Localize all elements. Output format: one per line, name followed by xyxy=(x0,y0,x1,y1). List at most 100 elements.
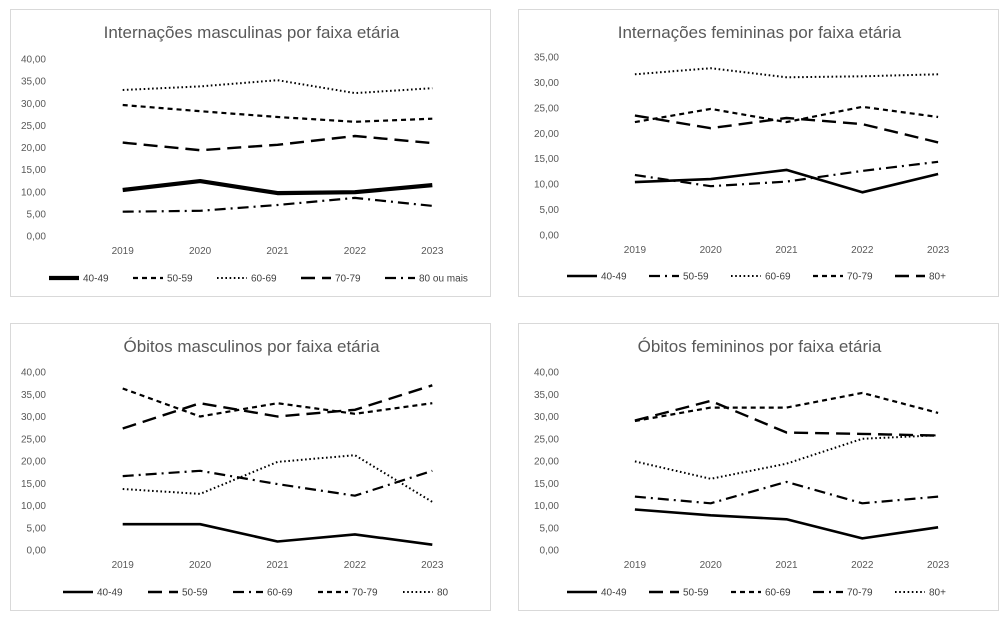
legend-label: 80 xyxy=(437,588,449,599)
y-tick-label: 15,00 xyxy=(21,479,46,490)
series-line xyxy=(122,387,433,418)
y-tick-label: 20,00 xyxy=(21,457,46,468)
y-tick-label: 40,00 xyxy=(534,368,559,379)
y-tick-label: 0,00 xyxy=(27,546,47,557)
x-tick-label: 2020 xyxy=(189,246,212,257)
x-tick-label: 2021 xyxy=(775,245,798,256)
series-line xyxy=(122,79,433,95)
legend-label: 70-79 xyxy=(847,588,873,599)
x-tick-label: 2023 xyxy=(927,245,950,256)
legend-label: 70-79 xyxy=(352,588,378,599)
y-tick-label: 0,00 xyxy=(27,232,47,243)
series-line xyxy=(634,399,939,437)
y-tick-label: 0,00 xyxy=(540,546,560,557)
chart-title: Internações femininas por faixa etária xyxy=(618,23,902,42)
x-tick-label: 2020 xyxy=(189,560,212,571)
x-tick-label: 2023 xyxy=(927,560,950,571)
legend-label: 60-69 xyxy=(251,274,277,285)
y-tick-label: 25,00 xyxy=(534,103,559,114)
y-tick-label: 30,00 xyxy=(534,412,559,423)
y-tick-label: 15,00 xyxy=(534,479,559,490)
x-tick-label: 2022 xyxy=(851,245,874,256)
chart-title: Óbitos femininos por faixa etária xyxy=(638,337,882,356)
series-line xyxy=(122,522,433,546)
chart-svg: Internações femininas por faixa etária 0,… xyxy=(534,23,950,283)
y-tick-label: 15,00 xyxy=(21,165,46,176)
chart-svg: Óbitos femininos por faixa etária 0,00 5,0… xyxy=(534,337,950,599)
y-tick-label: 0,00 xyxy=(540,231,560,242)
y-tick-label: 25,00 xyxy=(534,434,559,445)
x-tick-label: 2021 xyxy=(266,246,289,257)
series-line xyxy=(634,508,939,540)
y-tick-label: 40,00 xyxy=(21,55,46,66)
legend-label: 80 ou mais xyxy=(419,274,468,285)
legend-label: 40-49 xyxy=(601,272,627,283)
y-tick-label: 25,00 xyxy=(21,434,46,445)
x-tick-label: 2021 xyxy=(775,560,798,571)
series-line xyxy=(122,196,433,213)
series-line xyxy=(634,168,939,194)
legend-label: 40-49 xyxy=(601,588,627,599)
series-line xyxy=(122,469,433,497)
series-line xyxy=(634,391,939,423)
x-tick-label: 2019 xyxy=(112,560,135,571)
y-tick-label: 35,00 xyxy=(534,390,559,401)
legend-label: 50-59 xyxy=(683,272,709,283)
series-line xyxy=(634,434,939,480)
x-tick-label: 2020 xyxy=(700,245,723,256)
x-tick-label: 2022 xyxy=(851,560,874,571)
y-tick-label: 35,00 xyxy=(534,53,559,64)
series-line xyxy=(122,179,433,196)
y-tick-label: 10,00 xyxy=(534,180,559,191)
series-line xyxy=(122,454,433,503)
x-tick-label: 2019 xyxy=(112,246,135,257)
x-tick-label: 2021 xyxy=(266,560,289,571)
y-tick-label: 35,00 xyxy=(21,390,46,401)
y-tick-label: 20,00 xyxy=(534,129,559,140)
series-line xyxy=(122,384,433,430)
y-tick-label: 20,00 xyxy=(21,143,46,154)
legend-label: 60-69 xyxy=(765,588,791,599)
legend-label: 50-59 xyxy=(182,588,208,599)
x-tick-label: 2019 xyxy=(624,245,647,256)
x-tick-label: 2022 xyxy=(344,246,367,257)
legend-label: 60-69 xyxy=(765,272,791,283)
x-tick-label: 2019 xyxy=(624,560,647,571)
series-line xyxy=(122,103,433,123)
legend-label: 80+ xyxy=(929,588,946,599)
series-line xyxy=(634,114,939,144)
y-tick-label: 5,00 xyxy=(540,523,560,534)
y-tick-label: 35,00 xyxy=(21,77,46,88)
y-tick-label: 5,00 xyxy=(540,205,560,216)
y-tick-label: 10,00 xyxy=(21,187,46,198)
x-tick-label: 2020 xyxy=(700,560,723,571)
chart-title: Óbitos masculinos por faixa etária xyxy=(123,337,380,356)
series-line xyxy=(634,480,939,505)
legend-label: 40-49 xyxy=(83,274,109,285)
chart-svg: Internações masculinas por faixa etária 0… xyxy=(21,23,468,285)
legend-label: 40-49 xyxy=(97,588,123,599)
x-tick-label: 2023 xyxy=(421,560,444,571)
chart-title: Internações masculinas por faixa etária xyxy=(104,23,400,42)
y-tick-label: 30,00 xyxy=(21,99,46,110)
series-line xyxy=(634,67,939,79)
chart-panel-obitos-femininos: Óbitos femininos por faixa etária 0,00 5,0… xyxy=(518,323,999,611)
chart-panel-internacoes-femininas: Internações femininas por faixa etária 0,… xyxy=(518,9,999,297)
y-tick-label: 15,00 xyxy=(534,154,559,165)
chart-svg: Óbitos masculinos por faixa etária 0,00 5,… xyxy=(21,337,449,599)
x-tick-label: 2023 xyxy=(421,246,444,257)
chart-panel-internacoes-masculinas: Internações masculinas por faixa etária 0… xyxy=(10,9,491,297)
y-tick-label: 40,00 xyxy=(21,368,46,379)
x-tick-label: 2022 xyxy=(344,560,367,571)
legend-label: 50-59 xyxy=(683,588,709,599)
legend-label: 70-79 xyxy=(335,274,361,285)
series-line xyxy=(634,105,939,124)
legend-label: 70-79 xyxy=(847,272,873,283)
y-tick-label: 5,00 xyxy=(27,523,47,534)
series-line xyxy=(122,134,433,152)
chart-panel-obitos-masculinos: Óbitos masculinos por faixa etária 0,00 5,… xyxy=(10,323,491,611)
series-line xyxy=(634,160,939,188)
y-tick-label: 20,00 xyxy=(534,457,559,468)
y-tick-label: 30,00 xyxy=(21,412,46,423)
y-tick-label: 25,00 xyxy=(21,121,46,132)
